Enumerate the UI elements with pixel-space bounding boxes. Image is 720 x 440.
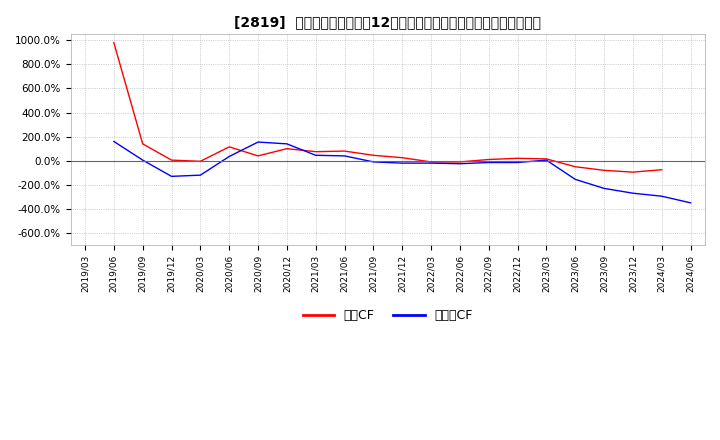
営業CF: [398, 155, 407, 160]
営業CF: [456, 159, 464, 165]
Legend: 営業CF, フリーCF: 営業CF, フリーCF: [297, 304, 478, 327]
営業CF: [225, 144, 233, 150]
フリーCF: [513, 160, 522, 165]
営業CF: [485, 157, 493, 162]
営業CF: [657, 167, 666, 172]
営業CF: [196, 159, 204, 164]
営業CF: [513, 156, 522, 161]
営業CF: [282, 146, 291, 151]
営業CF: [311, 149, 320, 154]
フリーCF: [427, 161, 436, 166]
営業CF: [167, 158, 176, 163]
フリーCF: [167, 174, 176, 179]
フリーCF: [282, 141, 291, 147]
フリーCF: [686, 200, 695, 205]
フリーCF: [629, 191, 637, 196]
フリーCF: [311, 153, 320, 158]
フリーCF: [485, 160, 493, 165]
Line: 営業CF: 営業CF: [114, 43, 662, 172]
営業CF: [427, 159, 436, 165]
フリーCF: [600, 186, 608, 191]
営業CF: [369, 153, 378, 158]
フリーCF: [398, 161, 407, 166]
フリーCF: [138, 158, 147, 163]
フリーCF: [657, 194, 666, 199]
フリーCF: [341, 153, 349, 158]
営業CF: [109, 40, 118, 45]
営業CF: [138, 141, 147, 147]
フリーCF: [456, 161, 464, 166]
営業CF: [542, 156, 551, 161]
フリーCF: [109, 139, 118, 144]
営業CF: [341, 148, 349, 154]
営業CF: [253, 153, 262, 158]
フリーCF: [225, 154, 233, 159]
フリーCF: [571, 177, 580, 182]
フリーCF: [253, 139, 262, 145]
Line: フリーCF: フリーCF: [114, 141, 690, 203]
営業CF: [629, 169, 637, 175]
営業CF: [571, 164, 580, 169]
フリーCF: [196, 172, 204, 178]
Title: [2819]  キャッシュフローの12か月移動合計の対前年同期増減率の推移: [2819] キャッシュフローの12か月移動合計の対前年同期増減率の推移: [234, 15, 541, 29]
営業CF: [600, 168, 608, 173]
フリーCF: [369, 159, 378, 165]
フリーCF: [542, 158, 551, 163]
